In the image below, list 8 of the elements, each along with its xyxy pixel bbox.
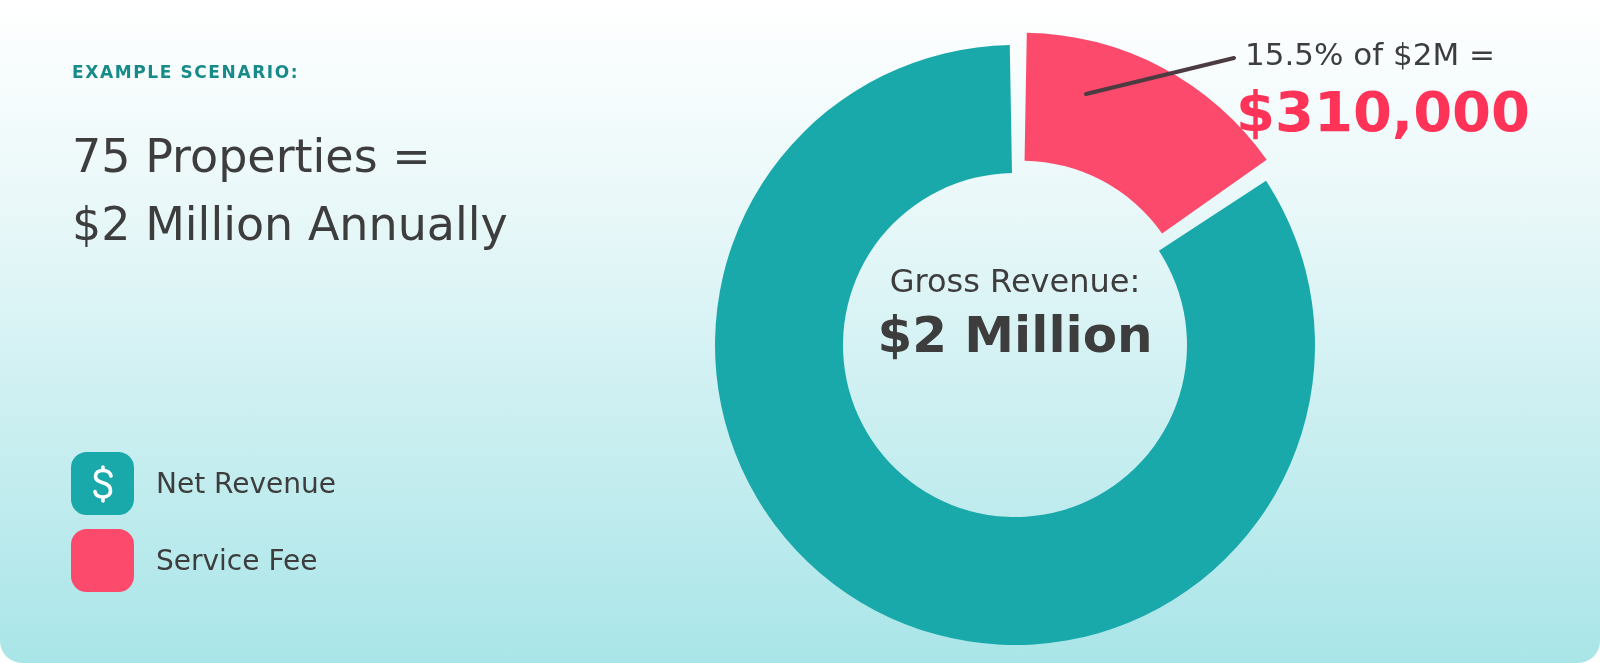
text: 15.5% of $2M = [1245,36,1496,74]
text: EXAMPLE SCENARIO: [72,62,300,83]
legend-label: Net Revenue [156,467,336,500]
text: $2 Million [877,305,1153,365]
text: 75 Properties = $2 Million Annually [72,128,508,253]
legend-label: Service Fee [156,544,318,577]
text: $310,000 [1236,78,1531,146]
text: Gross Revenue: [889,262,1141,301]
